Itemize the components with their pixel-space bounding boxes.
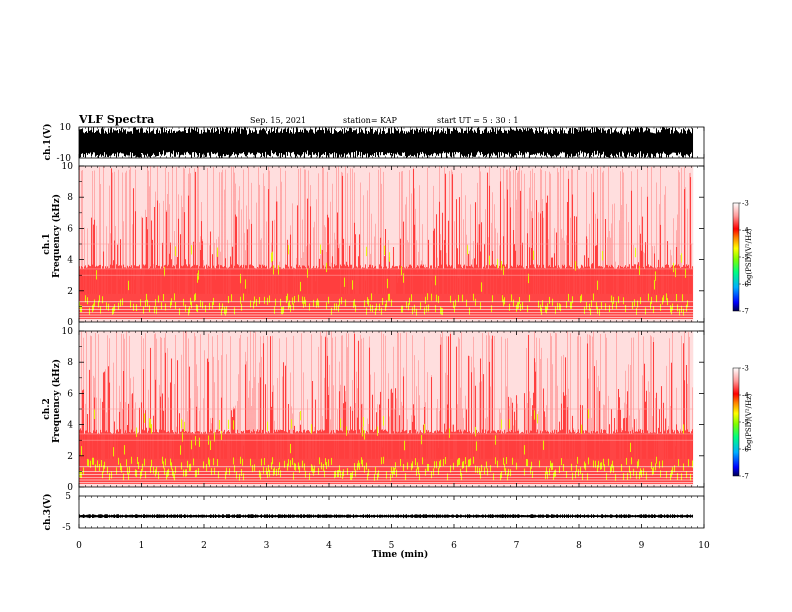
- ch3-ytick-bottom: -5: [62, 523, 71, 533]
- ch1-spectrogram-image: [79, 166, 694, 322]
- colorbar-tick-label: -5: [742, 254, 749, 262]
- header-date: Sep. 15, 2021: [250, 116, 306, 125]
- time-tick-label: 6: [451, 541, 457, 551]
- ch3-waveform-ylabel: ch.3(V): [42, 494, 53, 531]
- ch1-waveform-line: [78, 127, 694, 158]
- frequency-tick-label: 2: [67, 452, 73, 462]
- time-axis-label: Time (min): [372, 549, 429, 560]
- frequency-tick-label: 10: [62, 162, 74, 172]
- colorbar-tick-label: -6: [742, 281, 749, 289]
- ch1-colorbar: -3 -4 -5 -6 -7 log(PSD)(V²/Hz): [732, 200, 753, 316]
- ch2-colorbar: -3 -4 -5 -6 -7 log(PSD)(V²/Hz): [732, 365, 753, 481]
- ch1-spectrogram-ylabel-channel: ch.1: [42, 233, 52, 254]
- time-tick-label: 5: [389, 541, 395, 551]
- time-tick-label: 7: [514, 541, 520, 551]
- colorbar-tick-label: -7: [742, 473, 749, 481]
- frequency-tick-label: 0: [67, 318, 73, 328]
- header-start-ut: start UT = 5 : 30 : 1: [437, 116, 518, 125]
- colorbar-tick-label: -3: [742, 200, 749, 208]
- frequency-tick-label: 4: [67, 421, 73, 431]
- ch1-frequency-ticks: 0 2 4 6 8 10: [62, 162, 704, 328]
- ch2-spectrogram-image: [79, 331, 694, 487]
- ch2-spectrogram-ylabel-frequency: Frequency (kHz): [51, 359, 62, 443]
- colorbar-tick-label: -5: [742, 419, 749, 427]
- frequency-tick-label: 8: [67, 193, 73, 203]
- time-axis-ticks: 0 1 2 3 4 5 6 7 8 9 10: [76, 127, 710, 551]
- ch1-spectrogram-panel: 0 2 4 6 8 10 ch.1 Frequency (kHz) -3 -4 -5 -6 -7 l…: [42, 162, 753, 328]
- header-station: station= KAP: [343, 116, 398, 125]
- time-tick-label: 2: [201, 541, 207, 551]
- time-tick-label: 1: [139, 541, 145, 551]
- frequency-tick-label: 0: [67, 483, 73, 493]
- time-tick-label: 4: [326, 541, 332, 551]
- time-tick-label: 9: [639, 541, 645, 551]
- ch1-ytick-top: 10: [60, 123, 72, 133]
- ch3-waveform-frame: [78, 495, 705, 529]
- colorbar-gradient: [732, 367, 740, 477]
- time-tick-label: 3: [264, 541, 270, 551]
- frequency-tick-label: 2: [67, 287, 73, 297]
- frequency-tick-label: 6: [67, 389, 73, 399]
- frequency-tick-label: 10: [62, 327, 74, 337]
- colorbar-tick-label: -7: [742, 308, 749, 316]
- ch2-spectrogram-ylabel-channel: ch.2: [42, 398, 52, 419]
- frequency-tick-label: 8: [67, 358, 73, 368]
- frequency-tick-label: 6: [67, 224, 73, 234]
- colorbar-tick-label: -6: [742, 446, 749, 454]
- colorbar-tick-label: -4: [742, 392, 749, 400]
- ch2-frequency-ticks: 0 2 4 6 8 10: [62, 327, 704, 493]
- spec1-lower-band: [79, 168, 694, 319]
- figure-title: VLF Spectra: [78, 113, 154, 126]
- ch1-waveform-trace: [78, 127, 694, 158]
- time-tick-label: 8: [576, 541, 582, 551]
- frequency-tick-label: 4: [67, 256, 73, 266]
- colorbar-gradient: [732, 202, 740, 312]
- ch3-waveform-line: [78, 514, 694, 519]
- ch3-waveform-trace: [78, 514, 694, 519]
- colorbar-label: log(PSD)(V²/Hz): [745, 393, 753, 450]
- time-tick-label: 10: [698, 541, 710, 551]
- colorbar-label: log(PSD)(V²/Hz): [745, 228, 753, 285]
- ch1-ytick-bottom: -10: [57, 154, 72, 164]
- colorbar-tick-label: -3: [742, 365, 749, 373]
- ch3-ytick-top: 5: [65, 492, 71, 502]
- ch1-waveform-ylabel: ch.1(V): [42, 124, 53, 161]
- time-tick-label: 0: [76, 541, 82, 551]
- ch2-spectrogram-panel: 0 2 4 6 8 10 ch.2 Frequency (kHz) -3 -4 -5 -6 -7 l…: [42, 327, 753, 493]
- colorbar-tick-label: -4: [742, 227, 749, 235]
- ch1-spectrogram-ylabel-frequency: Frequency (kHz): [51, 194, 62, 278]
